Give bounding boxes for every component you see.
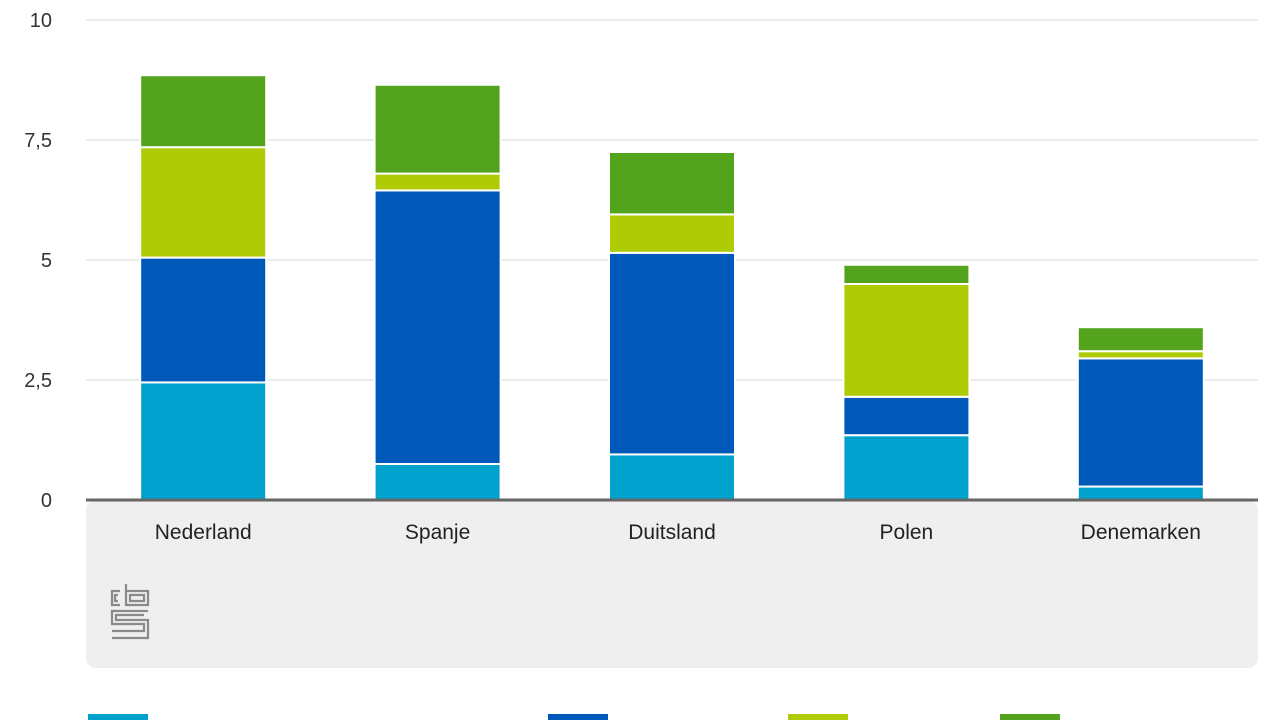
bar-segment bbox=[373, 463, 502, 501]
bar-segment bbox=[842, 434, 971, 502]
legend-swatch bbox=[548, 714, 608, 724]
bar-segment bbox=[1076, 357, 1205, 488]
bars bbox=[139, 74, 1205, 502]
legend-swatch bbox=[788, 714, 848, 724]
y-tick-label: 2,5 bbox=[24, 370, 52, 392]
bar-segment bbox=[373, 83, 502, 175]
bar-segment bbox=[139, 256, 268, 384]
legend-swatch bbox=[88, 714, 148, 724]
bar-segment bbox=[373, 189, 502, 465]
category-label: Polen bbox=[880, 521, 934, 544]
category-panel bbox=[86, 500, 1258, 668]
bar-segment bbox=[842, 283, 971, 398]
bar-segment bbox=[1076, 485, 1205, 501]
bar-segment bbox=[1076, 350, 1205, 360]
category-label: Nederland bbox=[155, 521, 252, 544]
bar-stack-duitsland bbox=[608, 151, 736, 501]
bar-stack-polen bbox=[842, 263, 971, 502]
cbs-logo-icon bbox=[110, 584, 150, 640]
y-tick-label: 0 bbox=[41, 490, 52, 512]
bar-segment bbox=[373, 172, 502, 192]
category-labels: Nederland Spanje Duitsland Polen Denemarken bbox=[155, 521, 1201, 544]
y-tick-label: 5 bbox=[41, 250, 52, 272]
bar-segment bbox=[608, 151, 736, 216]
bar-stack-denemarken bbox=[1076, 326, 1205, 501]
category-label: Denemarken bbox=[1081, 521, 1201, 544]
bar-segment bbox=[139, 381, 268, 501]
bar-segment bbox=[842, 263, 971, 285]
bar-segment bbox=[139, 146, 268, 259]
legend-swatch bbox=[1000, 714, 1060, 724]
y-tick-label: 7,5 bbox=[24, 130, 52, 152]
bar-segment bbox=[1076, 326, 1205, 353]
bar-stack-spanje bbox=[373, 83, 502, 501]
category-label: Spanje bbox=[405, 521, 470, 544]
bar-segment bbox=[608, 213, 736, 254]
bar-segment bbox=[608, 453, 736, 501]
category-label: Duitsland bbox=[628, 521, 716, 544]
bar-segment bbox=[842, 395, 971, 437]
bar-segment bbox=[608, 251, 736, 456]
bar-stack-nederland bbox=[139, 74, 268, 501]
bar-segment bbox=[139, 74, 268, 149]
y-tick-label: 10 bbox=[30, 10, 52, 32]
y-tick-labels: 0 2,5 5 7,5 10 bbox=[24, 10, 52, 512]
legend bbox=[88, 714, 1060, 724]
